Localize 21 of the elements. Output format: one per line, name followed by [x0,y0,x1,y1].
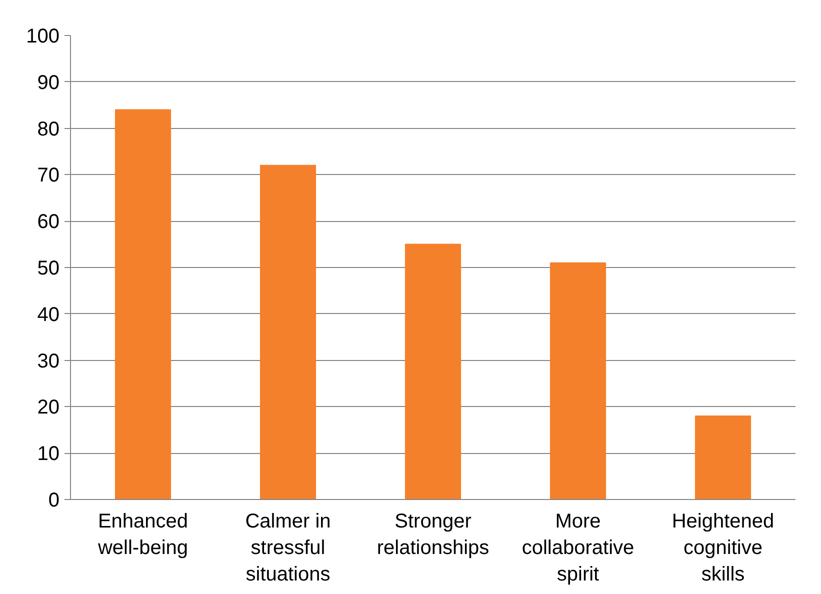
y-tick-label: 80 [37,118,60,140]
x-tick-label: More collaborative spirit [522,510,634,586]
y-tick-label: 20 [37,396,60,419]
y-tick-label: 60 [37,211,60,234]
x-tick-label: Heightened cognitive skills [672,510,774,586]
y-tick-label: 0 [48,490,60,512]
y-tick-label: 30 [37,350,60,372]
y-tick-label: 100 [26,26,60,48]
x-tick-label: Calmer in stressful situations [245,510,331,586]
y-tick-label: 90 [37,72,60,94]
bar [260,164,316,500]
y-tick-label: 50 [37,258,60,280]
bar [114,109,172,500]
bar [694,415,752,500]
x-tick-label: Stronger relationships [376,510,490,559]
x-tick-label: Enhanced well-being [96,510,188,559]
y-tick-label: 40 [37,304,60,326]
y-tick-label: 10 [37,443,60,466]
y-tick-label: 70 [37,164,60,187]
bar [550,262,606,500]
bar [404,244,462,500]
